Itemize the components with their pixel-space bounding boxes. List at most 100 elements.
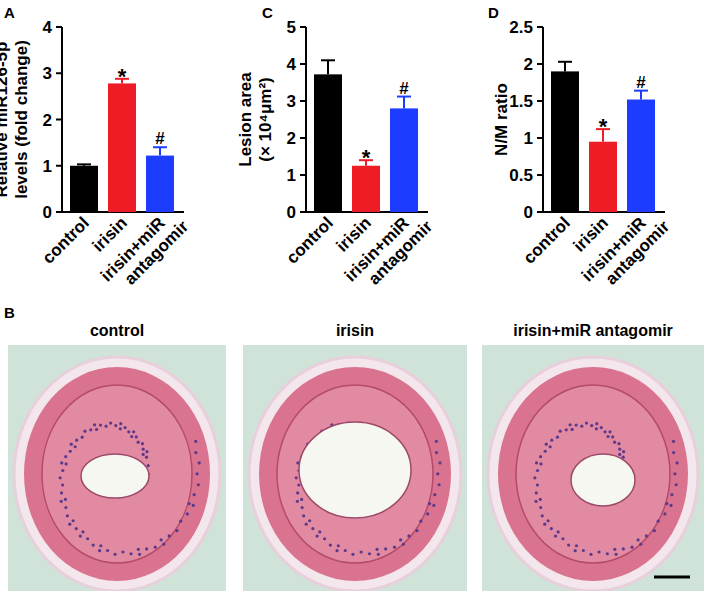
y-tick bbox=[300, 137, 306, 139]
nucleus bbox=[597, 550, 600, 553]
nucleus bbox=[69, 450, 72, 453]
chart-panel: C012345Lesion area(× 10⁴μm²)control*iris… bbox=[236, 4, 436, 299]
nucleus bbox=[344, 549, 347, 552]
x-tick-label-line: control bbox=[283, 213, 337, 267]
nucleus bbox=[606, 552, 609, 555]
significance-mark: # bbox=[155, 129, 165, 148]
nucleus bbox=[137, 548, 140, 551]
nucleus bbox=[95, 428, 98, 431]
nucleus bbox=[168, 534, 171, 537]
labels: control*irisin#irisin+miRantagomir bbox=[39, 64, 193, 299]
error-bar bbox=[634, 91, 648, 100]
y-tick-label: 0 bbox=[287, 203, 296, 222]
nucleus bbox=[590, 424, 593, 427]
nucleus bbox=[653, 529, 656, 532]
nucleus bbox=[316, 534, 319, 537]
x-tick-label: control bbox=[520, 213, 574, 267]
nucleus bbox=[550, 527, 553, 530]
neointima bbox=[42, 385, 192, 563]
nucleus bbox=[645, 534, 648, 537]
nucleus bbox=[113, 553, 116, 556]
nucleus bbox=[554, 534, 557, 537]
nucleus bbox=[595, 427, 598, 430]
nucleus bbox=[617, 442, 620, 445]
nucleus bbox=[399, 538, 402, 541]
nucleus bbox=[393, 546, 396, 549]
nucleus bbox=[549, 445, 552, 448]
nucleus bbox=[89, 428, 92, 431]
nucleus bbox=[132, 430, 135, 433]
y-tick-label: 2 bbox=[43, 111, 52, 130]
y-axis-label-line: N/M ratio bbox=[492, 83, 511, 156]
adventitia bbox=[249, 357, 461, 591]
y-tick-label: 4 bbox=[287, 55, 297, 74]
error-stem bbox=[564, 62, 566, 72]
nucleus bbox=[533, 476, 536, 479]
labels: control*irisin#irisin+miRantagomir bbox=[520, 73, 674, 299]
nucleus bbox=[179, 520, 182, 523]
nucleus bbox=[81, 436, 84, 439]
nucleus bbox=[556, 436, 559, 439]
nucleus bbox=[426, 512, 429, 515]
nucleus bbox=[318, 530, 321, 533]
y-tick bbox=[300, 26, 306, 28]
nucleus bbox=[670, 493, 673, 496]
nucleus bbox=[630, 546, 633, 549]
y-tick-label: 0.5 bbox=[509, 166, 533, 185]
nucleus bbox=[543, 523, 546, 526]
nucleus bbox=[197, 483, 200, 486]
nucleus bbox=[614, 553, 617, 556]
figure: A01234Relative miR126-5plevels (fold cha… bbox=[0, 0, 709, 591]
error-cap bbox=[77, 163, 91, 165]
nucleus bbox=[438, 461, 441, 464]
y-axis-label-line: levels (fold change) bbox=[12, 40, 31, 199]
nucleus bbox=[198, 461, 201, 464]
nucleus bbox=[568, 423, 571, 426]
nucleus bbox=[127, 430, 130, 433]
nucleus bbox=[300, 498, 303, 501]
y-tick bbox=[537, 174, 543, 176]
nucleus bbox=[639, 543, 642, 546]
nucleus bbox=[582, 549, 585, 552]
nucleus bbox=[603, 430, 606, 433]
nucleus bbox=[622, 547, 625, 550]
nucleus bbox=[160, 538, 163, 541]
nucleus bbox=[557, 530, 560, 533]
nucleus bbox=[663, 512, 666, 515]
error-cap bbox=[321, 59, 335, 61]
bar bbox=[551, 71, 579, 212]
panel-letter: B bbox=[4, 304, 15, 321]
nucleus bbox=[595, 422, 598, 425]
bar bbox=[352, 166, 380, 212]
y-tick bbox=[537, 63, 543, 65]
nucleus bbox=[673, 472, 676, 475]
bar bbox=[390, 108, 418, 212]
nucleus bbox=[137, 441, 140, 444]
adventitia bbox=[14, 357, 220, 591]
x-tick-label-line: antagomir bbox=[602, 217, 674, 289]
nucleus bbox=[93, 423, 96, 426]
nucleus bbox=[539, 462, 542, 465]
nucleus bbox=[589, 553, 592, 556]
nucleus bbox=[675, 461, 678, 464]
nucleus bbox=[622, 450, 625, 453]
nucleus bbox=[618, 453, 621, 456]
nucleus bbox=[571, 428, 574, 431]
x-tick-label: irisin+miRantagomir bbox=[341, 203, 436, 298]
image-title: control bbox=[90, 322, 144, 339]
nucleus bbox=[565, 428, 568, 431]
nucleus bbox=[536, 483, 539, 486]
error-stem bbox=[327, 60, 329, 74]
y-tick bbox=[537, 211, 543, 213]
x-tick-label: irisin+miRantagomir bbox=[578, 203, 673, 298]
y-tick bbox=[537, 26, 543, 28]
nucleus bbox=[611, 435, 614, 438]
nucleus bbox=[61, 469, 64, 472]
error-bar bbox=[153, 147, 167, 155]
nucleus bbox=[135, 435, 138, 438]
nucleus bbox=[606, 435, 609, 438]
nucleus bbox=[613, 548, 616, 551]
nucleus bbox=[613, 441, 616, 444]
y-axis-line bbox=[542, 27, 544, 212]
nucleus bbox=[175, 529, 178, 532]
